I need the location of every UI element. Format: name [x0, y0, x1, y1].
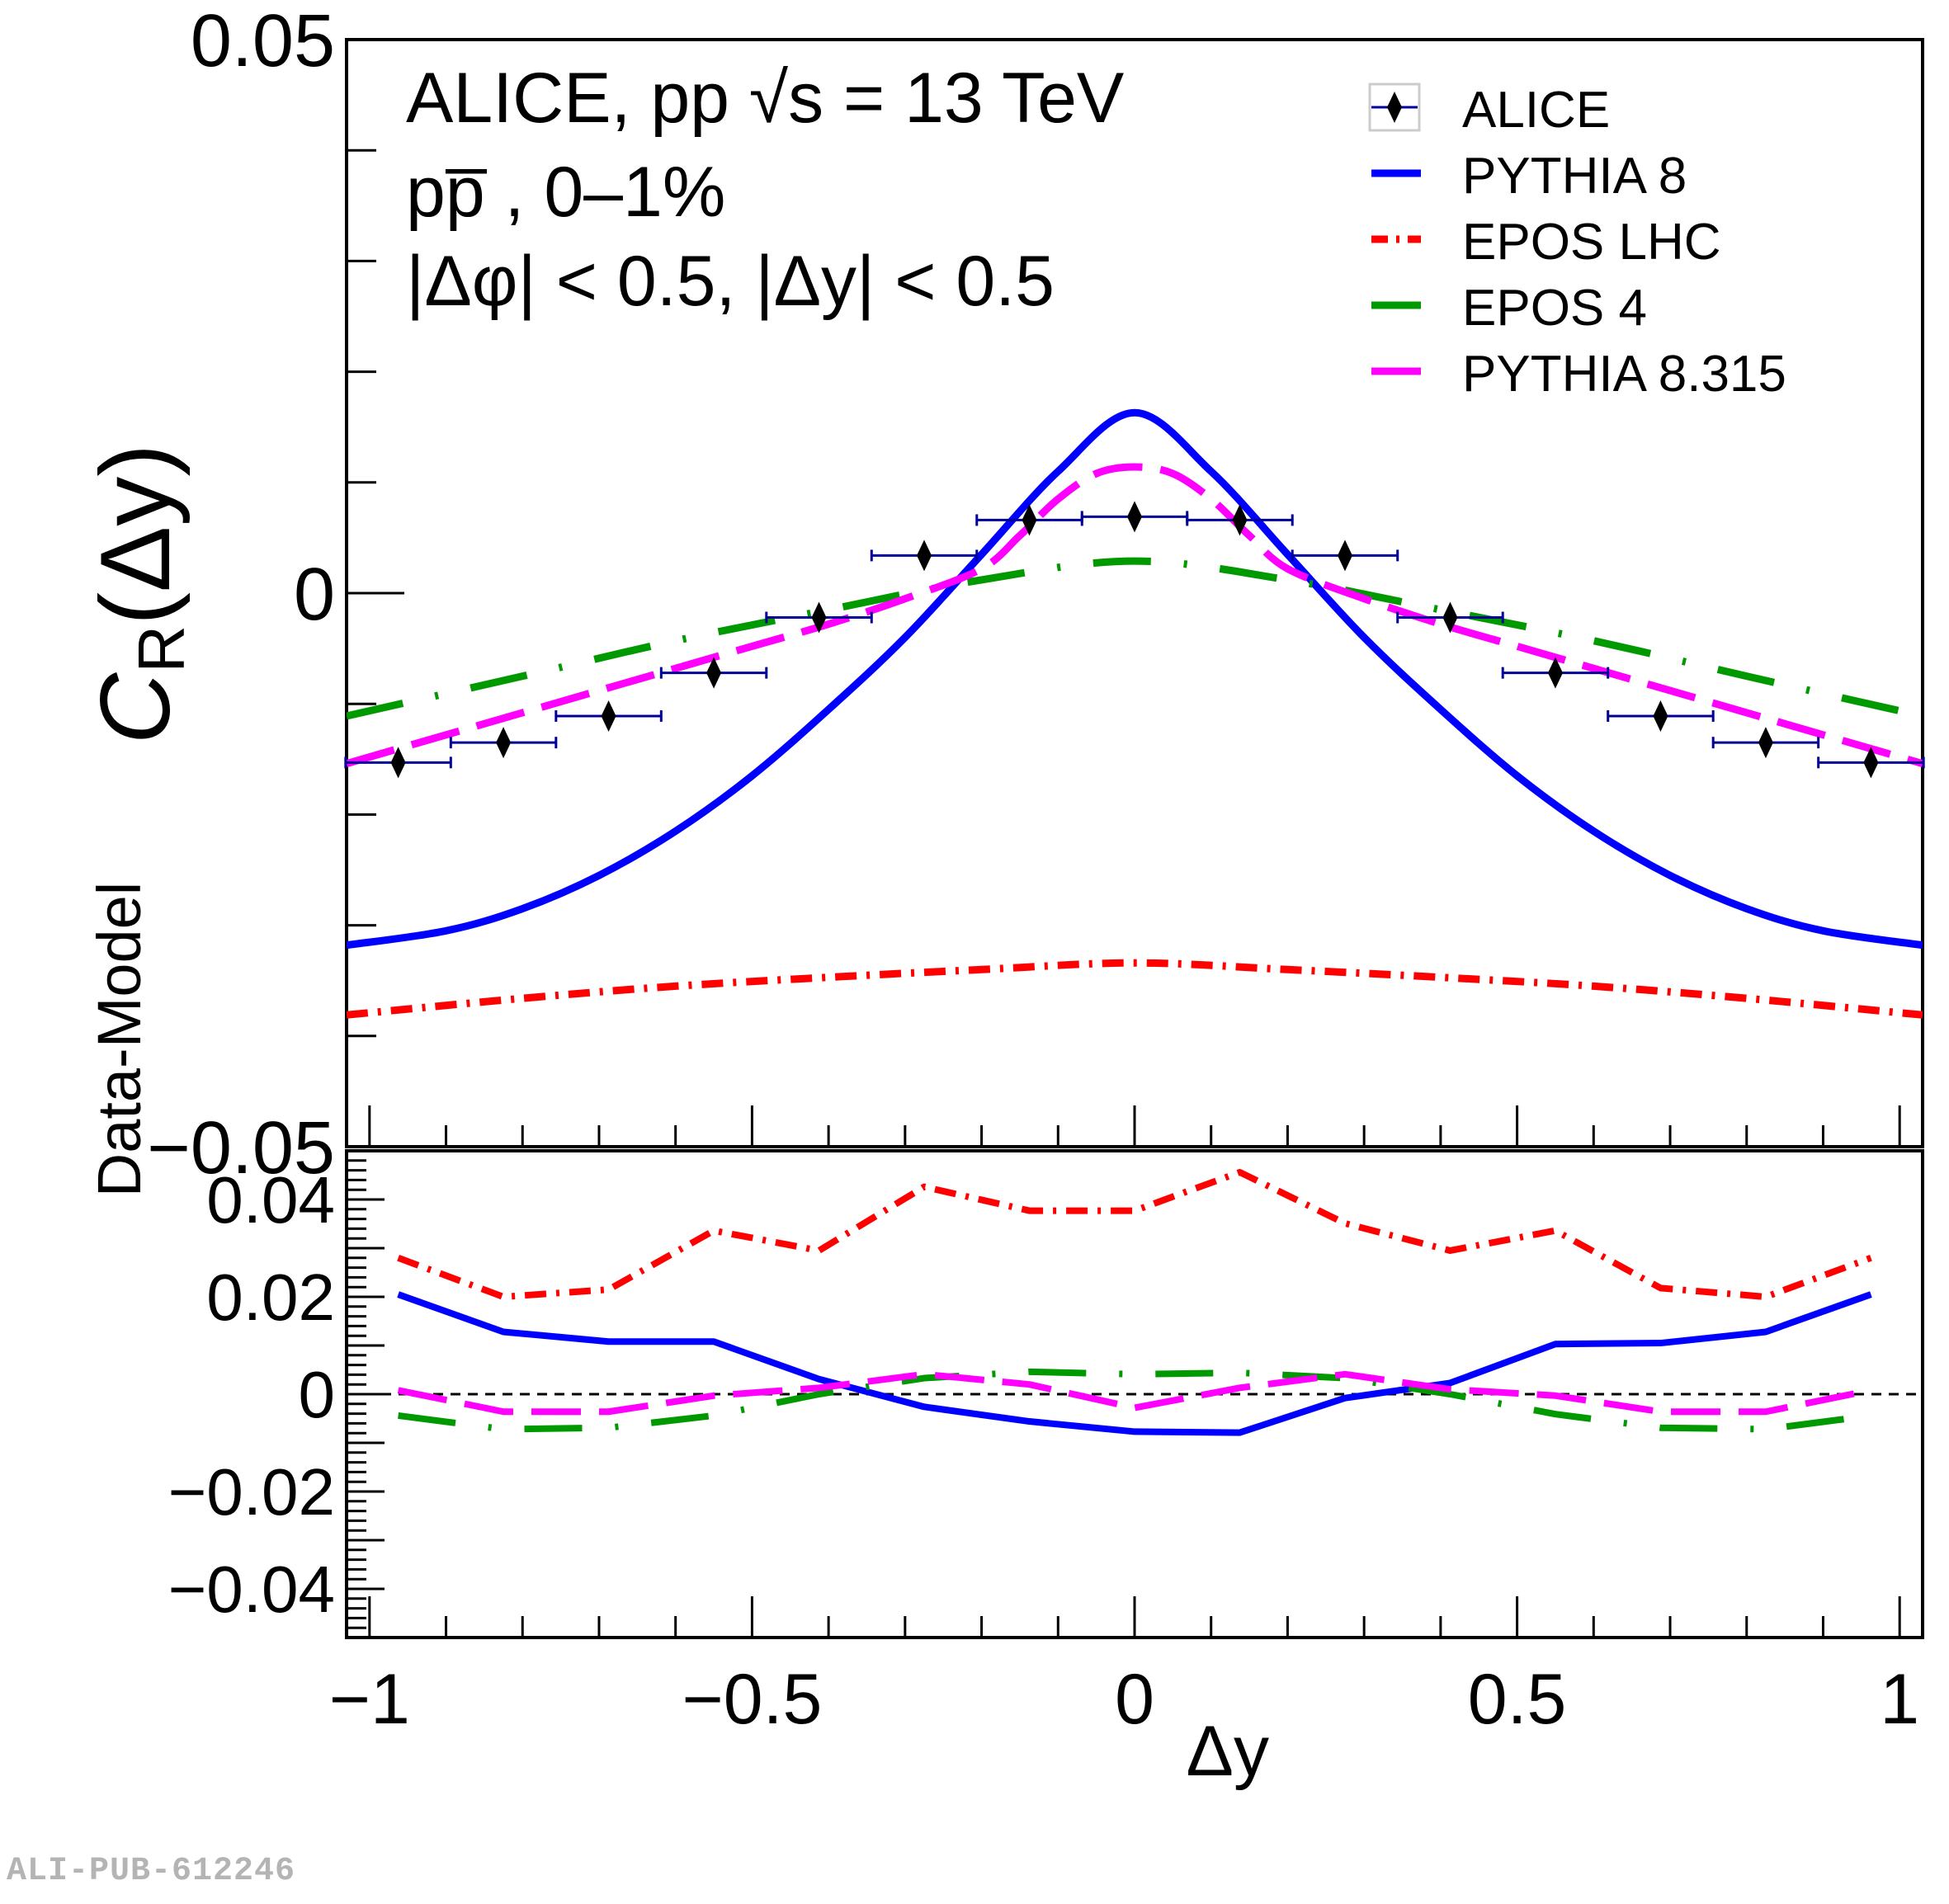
legend-swatch-marker [1387, 92, 1402, 123]
data-point-marker [496, 727, 512, 759]
y-axis-label-main: CR(Δy) [80, 444, 198, 745]
y-tick-label-main: 0 [294, 554, 335, 636]
publication-id: ALI-PUB-612246 [7, 1853, 296, 1890]
model-curves-ratio [397, 1168, 1872, 1436]
ratio-y-label: Data-Model [85, 882, 153, 1198]
alice-data-points [344, 501, 1925, 779]
x-tick-label: 0 [1115, 1660, 1154, 1739]
x-axis-label: Δy [1187, 1712, 1269, 1791]
y-axis-label-symbol: C [80, 672, 191, 744]
y-axis-label-argument: (Δy) [80, 444, 191, 625]
legend-label: PYTHIA 8.315 [1462, 346, 1786, 403]
model-curves-main [347, 408, 1923, 1019]
legend-swatch-box [1368, 82, 1421, 132]
data-point-marker [390, 747, 406, 779]
svg-text:CR(Δy): CR(Δy) [80, 444, 198, 745]
data-point-marker [1653, 700, 1668, 732]
x-tick-label: −0.5 [682, 1660, 823, 1739]
legend-label: EPOS LHC [1462, 214, 1721, 271]
labels: ALICE, pp √s = 13 TeV pp̅ , 0–1% |Δφ| < … [80, 59, 1269, 1791]
ratio-series-epos-4 [398, 1368, 1871, 1433]
y-axis-label-ratio: Data-Model [85, 882, 153, 1198]
data-point-marker [1127, 501, 1142, 533]
series-pythia-8-315 [347, 463, 1923, 767]
data-point-marker [917, 540, 932, 572]
data-point-marker [1022, 504, 1037, 536]
legend: ALICE PYTHIA 8 EPOS LHC EPOS 4 PYTHIA 8.315 [1368, 82, 1786, 403]
ratio-series-epos-lhc [397, 1168, 1872, 1300]
ratio-series-pythia-8-315 [397, 1370, 1872, 1416]
legend-item: ALICE [1368, 82, 1610, 139]
main-panel: −0.05 0 0.05 [147, 0, 1925, 1190]
title-line-3: |Δφ| < 0.5, |Δy| < 0.5 [406, 242, 1055, 321]
legend-item: EPOS 4 [1371, 280, 1647, 337]
series-epos-4 [347, 557, 1923, 720]
data-point-marker [706, 657, 722, 689]
data-point-marker [811, 601, 827, 634]
data-point-marker [1758, 727, 1773, 759]
series-pythia-8 [347, 408, 1923, 950]
y-axis-label-subscript: R [125, 625, 198, 673]
y-tick-label-ratio: 0.02 [206, 1261, 335, 1334]
data-point-marker [1547, 657, 1563, 689]
y-tick-label-main: −0.05 [147, 1107, 335, 1190]
y-tick-label-ratio: 0.04 [206, 1163, 335, 1237]
ratio-panel: −1 −0.5 0 0.5 1 −0.04 −0.02 0 0.02 0.04 [168, 1149, 1924, 1739]
y-tick-label-ratio: 0 [299, 1358, 336, 1431]
data-point-marker [1442, 601, 1458, 634]
ratio-series-pythia-8 [397, 1291, 1872, 1436]
x-tick-label: 0.5 [1468, 1660, 1567, 1739]
data-point-marker [601, 700, 616, 732]
data-point-marker [1863, 747, 1879, 779]
y-tick-label-ratio: −0.04 [168, 1553, 335, 1626]
y-tick-label-ratio: −0.02 [168, 1455, 335, 1529]
legend-label: PYTHIA 8 [1462, 148, 1687, 205]
y-tick-label-main: 0.05 [191, 0, 335, 82]
legend-label: ALICE [1462, 82, 1610, 139]
title-line-2: pp̅ , 0–1% [406, 153, 725, 232]
x-tick-label: −1 [329, 1660, 410, 1739]
legend-item: EPOS LHC [1371, 214, 1721, 271]
x-tick-label: 1 [1880, 1660, 1919, 1739]
series-epos-lhc [347, 959, 1923, 1019]
data-point-marker [1232, 504, 1248, 536]
legend-item: PYTHIA 8.315 [1371, 346, 1786, 403]
legend-label: EPOS 4 [1462, 280, 1647, 337]
title-line-1: ALICE, pp √s = 13 TeV [406, 59, 1124, 138]
legend-item: PYTHIA 8 [1371, 148, 1687, 205]
data-point-marker [1337, 540, 1352, 572]
